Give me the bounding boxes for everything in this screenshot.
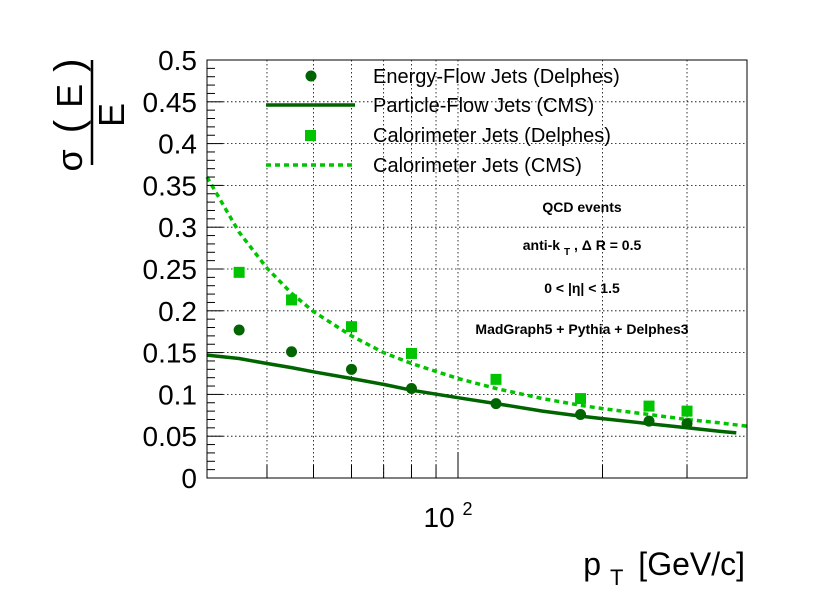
calo-delphes-point bbox=[490, 373, 502, 385]
y-tick-label: 0.5 bbox=[158, 45, 197, 76]
legend-entry-calo-delphes: Calorimeter Jets (Delphes) bbox=[305, 125, 611, 147]
legend-entry-particle-flow: Particle-Flow Jets (CMS) bbox=[266, 95, 594, 117]
y-tick-label: 0.15 bbox=[143, 338, 198, 369]
energy-flow-point bbox=[346, 363, 358, 375]
x-title-main: p bbox=[583, 546, 601, 582]
calo-delphes-point bbox=[643, 400, 655, 412]
y-title-sigma: σ bbox=[49, 149, 90, 171]
calo-cms-curve bbox=[205, 176, 748, 428]
calo-delphes-point bbox=[346, 321, 358, 333]
annotation-box: QCD events anti-k T , Δ R = 0.5 0 < |η| … bbox=[475, 199, 688, 337]
y-title-numerator: σ ( E ) bbox=[47, 59, 91, 172]
y-tick-label: 0.25 bbox=[143, 254, 198, 285]
data-series bbox=[205, 176, 748, 435]
legend-entry-calo-cms: Calorimeter Jets (CMS) bbox=[266, 155, 582, 177]
legend-marker-square bbox=[305, 130, 316, 141]
energy-flow-point bbox=[233, 324, 245, 336]
annotation-generators: MadGraph5 + Pythia + Delphes3 bbox=[475, 321, 688, 337]
energy-flow-point bbox=[490, 398, 502, 410]
y-axis-title: σ ( E ) E bbox=[47, 59, 132, 172]
legend-label-energy-flow: Energy-Flow Jets (Delphes) bbox=[373, 66, 620, 88]
legend: Energy-Flow Jets (Delphes) Particle-Flow… bbox=[266, 66, 620, 177]
y-title-denominator: E bbox=[91, 103, 132, 127]
energy-flow-point bbox=[575, 408, 587, 420]
legend-entry-energy-flow: Energy-Flow Jets (Delphes) bbox=[305, 66, 620, 88]
legend-label-particle-flow: Particle-Flow Jets (CMS) bbox=[373, 95, 594, 117]
y-tick-label: 0.35 bbox=[143, 170, 198, 201]
annotation-eta-range: 0 < |η| < 1.5 bbox=[544, 280, 620, 296]
y-tick-label: 0.05 bbox=[143, 421, 198, 452]
y-tick-label: 0.1 bbox=[158, 379, 197, 410]
calo-delphes-point bbox=[405, 347, 417, 359]
calo-delphes-point bbox=[681, 405, 693, 417]
calo-delphes-point bbox=[286, 294, 298, 306]
energy-flow-point bbox=[643, 415, 655, 427]
y-tick-label: 0.3 bbox=[158, 212, 197, 243]
legend-label-calo-delphes: Calorimeter Jets (Delphes) bbox=[373, 125, 611, 147]
legend-label-calo-cms: Calorimeter Jets (CMS) bbox=[373, 155, 582, 177]
legend-marker-circle bbox=[305, 70, 317, 82]
energy-flow-point bbox=[681, 418, 693, 430]
annotation-events: QCD events bbox=[542, 199, 622, 215]
calo-delphes-point bbox=[233, 266, 245, 278]
x-tick-label-100: 10 2 bbox=[424, 499, 473, 533]
y-tick-label: 0.2 bbox=[158, 296, 197, 327]
y-tick-label: 0.4 bbox=[158, 129, 197, 160]
x-title-sub: T bbox=[610, 565, 623, 590]
calo-delphes-point bbox=[575, 393, 587, 405]
x-title-units: [GeV/c] bbox=[638, 546, 745, 582]
x-axis-title: p T [GeV/c] bbox=[583, 546, 745, 592]
particle-flow-curve bbox=[206, 353, 737, 435]
y-title-arg: E bbox=[49, 84, 90, 108]
energy-flow-point bbox=[286, 346, 298, 358]
axes: 0 0.05 0.1 0.15 0.2 0.25 0.3 0.35 0.4 0.45 0.5 bbox=[143, 45, 748, 494]
annotation-algorithm: anti-k T , Δ R = 0.5 bbox=[523, 237, 642, 258]
energy-flow-point bbox=[405, 383, 417, 395]
y-tick-label: 0.45 bbox=[143, 87, 198, 118]
y-tick-label: 0 bbox=[181, 463, 197, 494]
